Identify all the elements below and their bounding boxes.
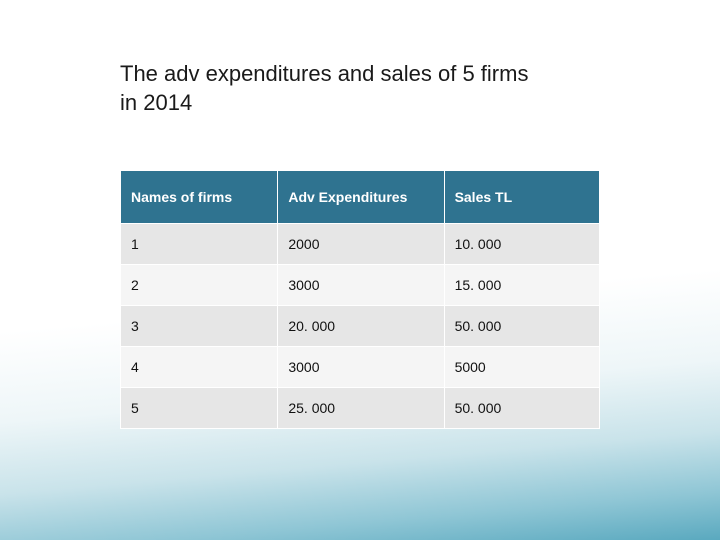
cell-adv: 3000 (278, 265, 444, 306)
cell-adv: 20. 000 (278, 306, 444, 347)
cell-adv: 3000 (278, 347, 444, 388)
cell-adv: 25. 000 (278, 388, 444, 429)
table-row: 2 3000 15. 000 (121, 265, 600, 306)
cell-sales: 50. 000 (444, 306, 599, 347)
cell-name: 3 (121, 306, 278, 347)
col-header-sales: Sales TL (444, 171, 599, 224)
cell-sales: 15. 000 (444, 265, 599, 306)
slide-title: The adv expenditures and sales of 5 firm… (120, 60, 550, 117)
cell-adv: 2000 (278, 224, 444, 265)
table-header-row: Names of firms Adv Expenditures Sales TL (121, 171, 600, 224)
cell-name: 1 (121, 224, 278, 265)
cell-sales: 5000 (444, 347, 599, 388)
cell-name: 5 (121, 388, 278, 429)
cell-sales: 10. 000 (444, 224, 599, 265)
table-row: 5 25. 000 50. 000 (121, 388, 600, 429)
table-row: 4 3000 5000 (121, 347, 600, 388)
cell-name: 2 (121, 265, 278, 306)
col-header-names: Names of firms (121, 171, 278, 224)
slide: The adv expenditures and sales of 5 firm… (0, 0, 720, 540)
firms-table: Names of firms Adv Expenditures Sales TL… (120, 170, 600, 429)
cell-name: 4 (121, 347, 278, 388)
cell-sales: 50. 000 (444, 388, 599, 429)
table-row: 1 2000 10. 000 (121, 224, 600, 265)
col-header-adv: Adv Expenditures (278, 171, 444, 224)
table-row: 3 20. 000 50. 000 (121, 306, 600, 347)
